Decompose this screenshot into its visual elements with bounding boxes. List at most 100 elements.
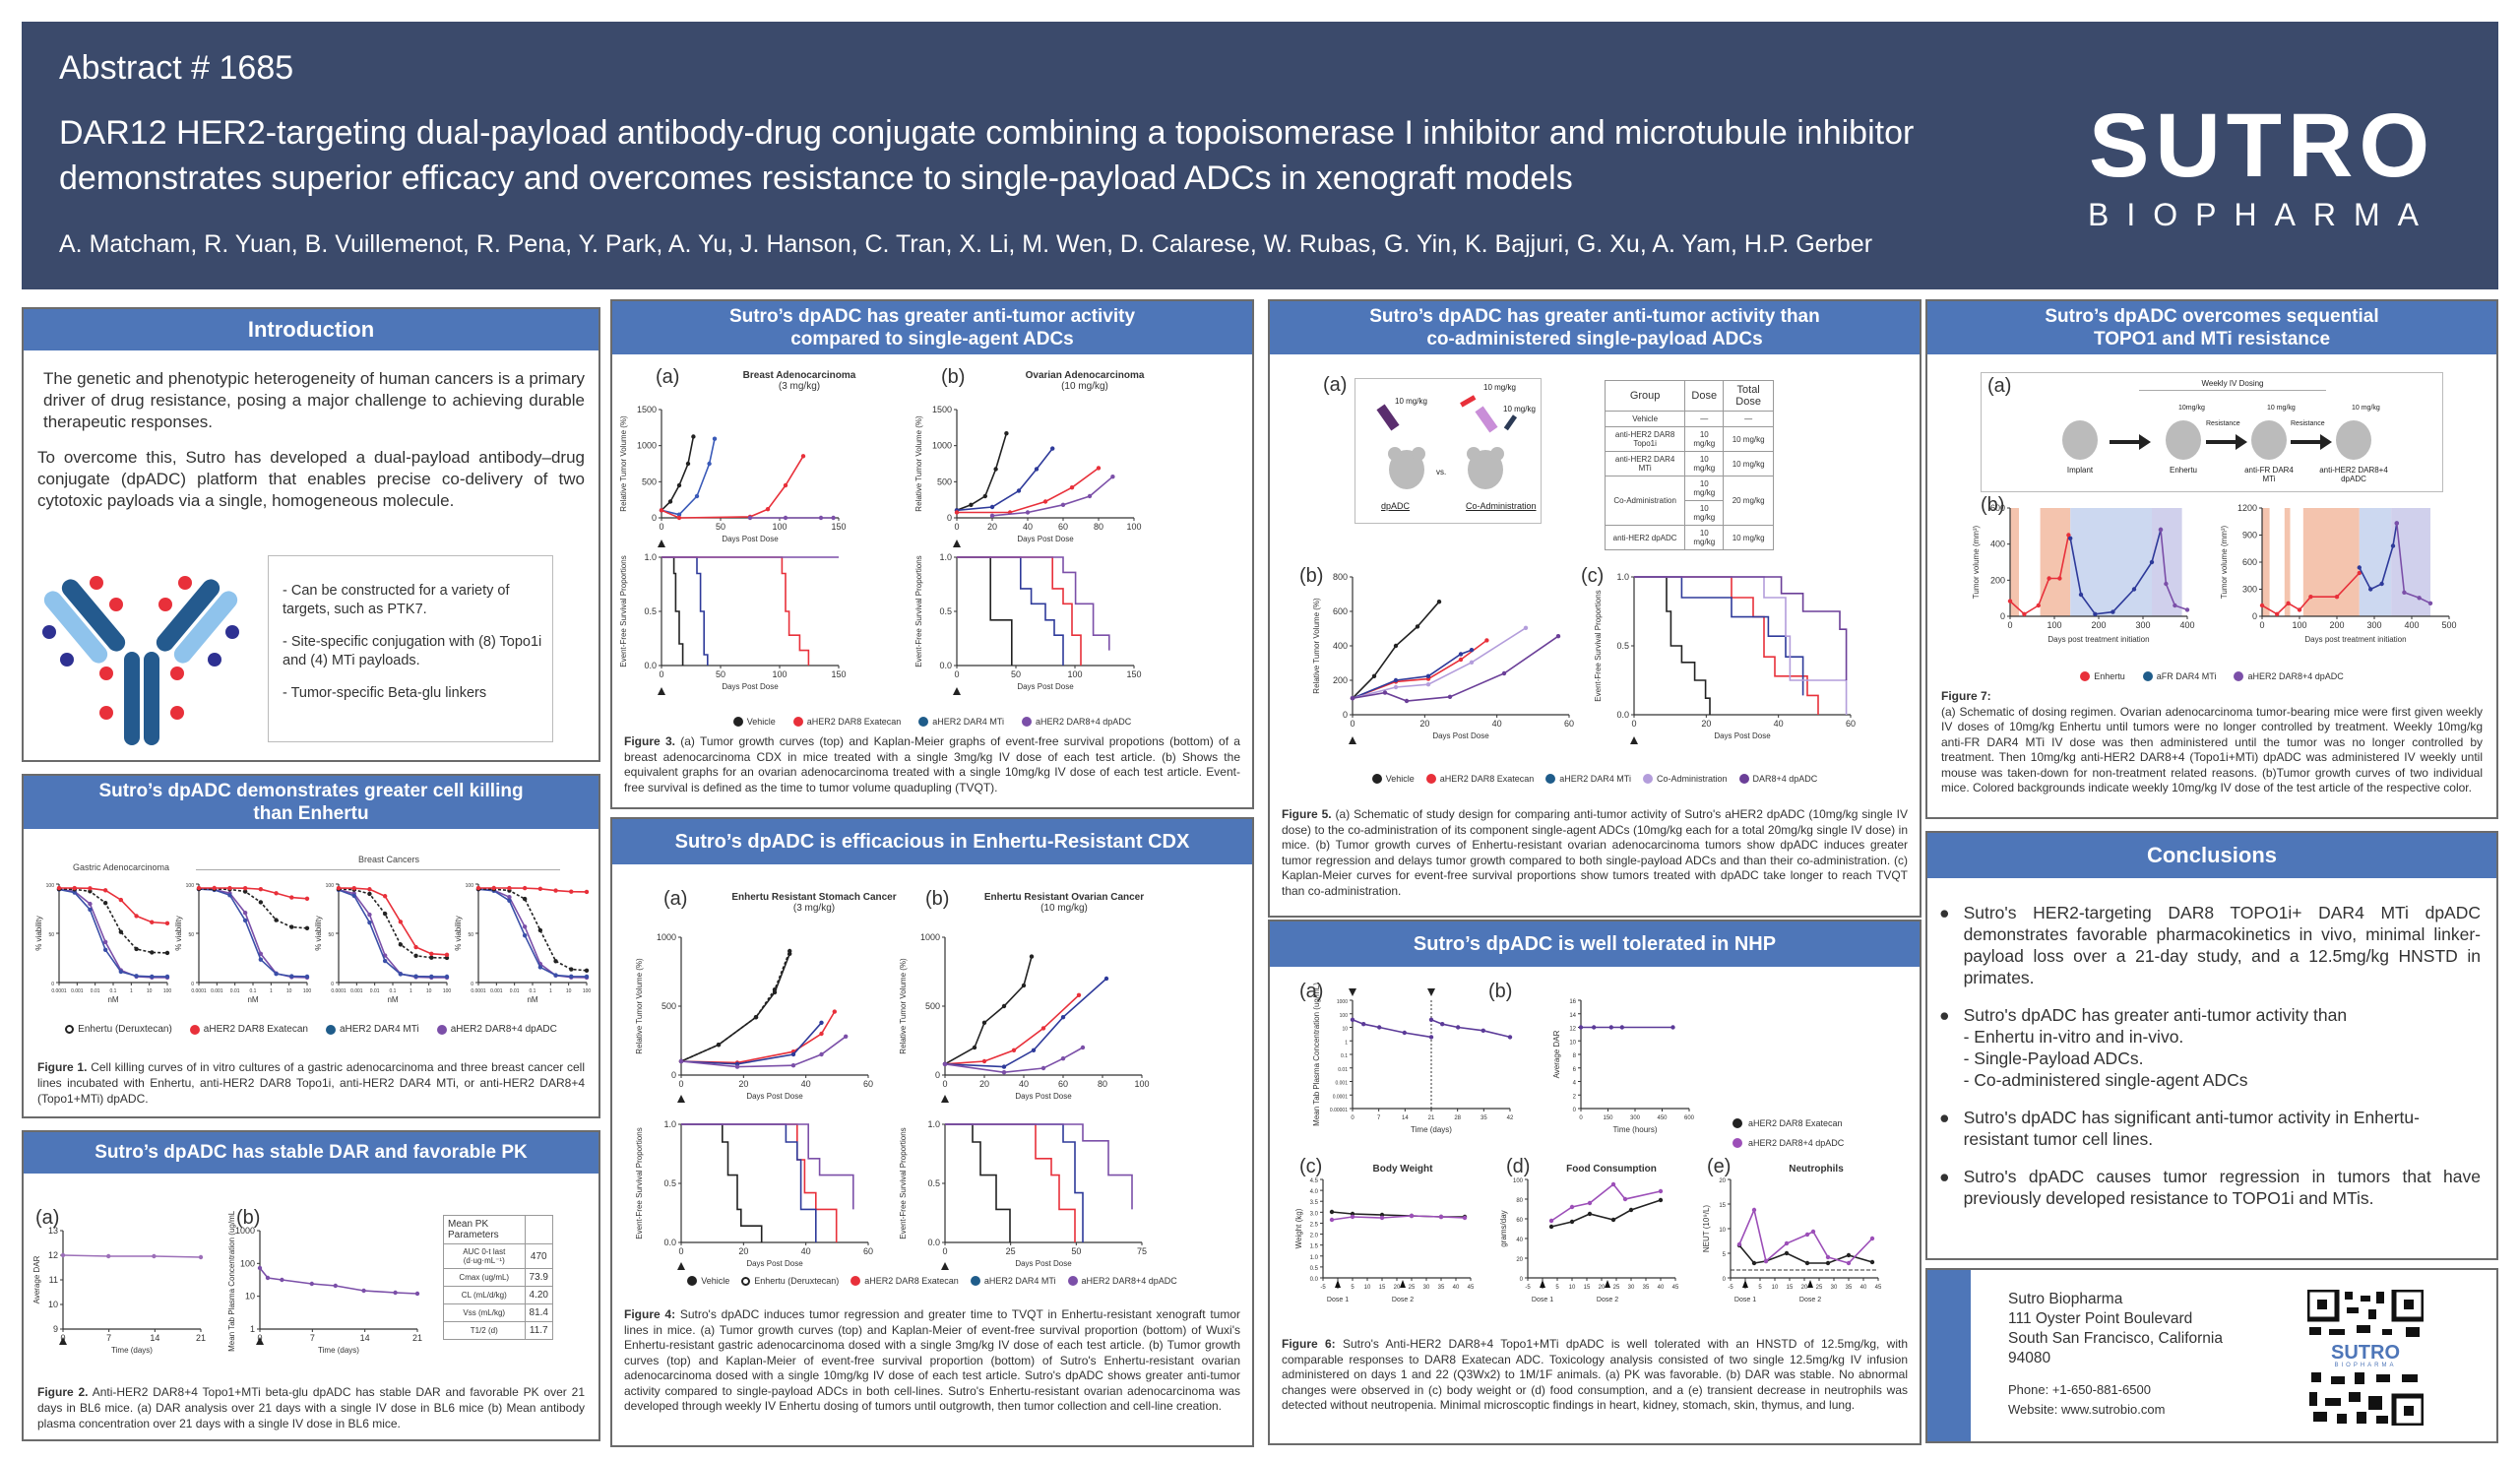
dose-arrow-icon — [1427, 988, 1435, 996]
tick-label: 7 — [1377, 1115, 1381, 1121]
data-point — [2259, 603, 2265, 608]
single-agent-comparison-panel: Sutro’s dpADC has greater anti-tumor act… — [610, 299, 1254, 809]
data-point — [398, 972, 404, 977]
tick-label: 450 — [1657, 1115, 1668, 1121]
data-point — [258, 887, 264, 892]
website-link[interactable]: Website: www.sutrobio.com — [2008, 1402, 2166, 1417]
data-point — [1393, 643, 1399, 649]
tick-label: 40 — [1453, 1285, 1460, 1291]
data-point — [818, 515, 824, 521]
tick-label: 0.01 — [1338, 1067, 1348, 1073]
data-point — [553, 959, 558, 964]
data-point — [309, 1281, 314, 1287]
legend-item: Vehicle — [1371, 774, 1415, 784]
tick-label: 100 — [240, 1258, 255, 1268]
tick-label: 0.1 — [1341, 1053, 1348, 1059]
series-line — [338, 888, 448, 959]
tick-label: 100 — [163, 988, 172, 994]
tick-label: 25 — [1409, 1285, 1416, 1291]
axis-label: % viability — [314, 916, 323, 951]
data-point — [1025, 510, 1031, 515]
data-point — [1060, 1056, 1066, 1061]
tick-label: 100 — [2292, 620, 2306, 630]
survival-curve — [1634, 576, 1848, 715]
zip-code: 94080 — [2008, 1350, 2051, 1366]
figure-caption: Figure 1. Cell killing curves of in vitr… — [37, 1060, 586, 1106]
data-point — [304, 925, 310, 931]
series-line — [58, 888, 168, 954]
data-point — [569, 967, 574, 972]
tick-label: 5 — [1351, 1285, 1354, 1291]
dosing-band — [2262, 508, 2270, 616]
legend-item: aHER2 DAR8 Exatecan — [792, 717, 901, 727]
data-point — [289, 974, 294, 979]
data-point — [819, 1031, 824, 1037]
series-line — [1738, 1244, 1873, 1264]
series-line — [956, 448, 1053, 512]
tick-label: 5 — [1758, 1285, 1762, 1291]
tick-label: 0 — [1723, 1277, 1727, 1283]
dose-label: Dose 2 — [1799, 1297, 1821, 1303]
data-point — [1329, 1217, 1335, 1223]
data-point — [242, 911, 248, 916]
data-point — [398, 942, 404, 947]
data-point — [1428, 1035, 1434, 1040]
data-point — [1361, 1022, 1366, 1027]
tick-label: 0 — [947, 513, 952, 523]
step-label: Enhertu — [2169, 466, 2198, 475]
data-point — [1619, 1025, 1624, 1030]
figure-caption: Figure 7: (a) Schematic of dosing regimen… — [1941, 689, 2483, 794]
data-point — [1462, 1215, 1468, 1221]
conclusion-item: ● Sutro's HER2-targeting DAR8 TOPO1i+ DAR… — [1939, 903, 2481, 987]
series-line — [338, 889, 448, 978]
tick-label: 500 — [662, 1001, 676, 1011]
data-point — [1031, 1048, 1037, 1052]
tick-label: 1000 — [1337, 999, 1348, 1005]
data-point — [1415, 624, 1420, 629]
series-line — [1738, 1207, 1873, 1264]
tick-label: 1 — [130, 988, 133, 994]
data-point — [414, 1291, 420, 1297]
subfigure-label: (c) — [1581, 565, 1605, 587]
dose-arrow-icon — [953, 540, 961, 547]
data-point — [258, 957, 264, 962]
data-point — [2427, 601, 2433, 605]
tick-label: 8 — [1573, 1053, 1577, 1059]
legend-item: aHER2 DAR8 Exatecan — [189, 1024, 308, 1035]
bullet-icon: ● — [1939, 903, 1950, 922]
tick-label: 0.0 — [939, 661, 952, 670]
data-point — [242, 885, 248, 891]
legend-item: aHER2 DAR4 MTi — [325, 1024, 419, 1035]
figure-caption: Figure 2. Anti-HER2 DAR8+4 Topo1+MTi bet… — [37, 1385, 585, 1430]
legend-item: aHER2 DAR4 MTi — [1545, 774, 1631, 784]
dose-arrow-icon — [1349, 988, 1356, 996]
subfigure-label: (d) — [1506, 1156, 1531, 1177]
qr-logo-subtitle: BIOPHARMA — [2307, 1363, 2424, 1368]
data-point — [553, 888, 558, 893]
qr-code[interactable]: SUTRO BIOPHARMA — [2304, 1287, 2426, 1429]
tick-label: 40 — [1023, 522, 1033, 532]
introduction-panel: Introduction The genetic and phenotypic … — [22, 307, 600, 762]
tick-label: 200 — [1990, 575, 2005, 585]
tick-label: 0.0001 — [51, 988, 67, 994]
series-line — [2396, 523, 2431, 604]
tick-label: 400 — [1333, 641, 1348, 651]
panel-title: Sutro’s dpADC is efficacious in Enhertu-… — [612, 819, 1252, 864]
dose-arrow-icon — [1335, 1280, 1341, 1288]
dosing-band — [2152, 508, 2182, 616]
data-point — [734, 1064, 740, 1069]
axis-label: Relative Tumor Volume (%) — [619, 415, 628, 512]
data-point — [227, 893, 232, 898]
data-point — [1523, 625, 1529, 630]
tick-label: 28 — [1454, 1115, 1461, 1121]
data-point — [2286, 601, 2291, 605]
tick-label: 0.0 — [927, 1238, 940, 1247]
data-point — [289, 924, 294, 929]
series-line — [944, 978, 1107, 1068]
tick-label: -5 — [1525, 1285, 1531, 1291]
dose-arrow-icon — [677, 1262, 685, 1270]
tick-label: 12 — [48, 1250, 58, 1260]
data-point — [1804, 1232, 1810, 1238]
data-point — [819, 1020, 824, 1025]
series-line — [2160, 529, 2188, 611]
